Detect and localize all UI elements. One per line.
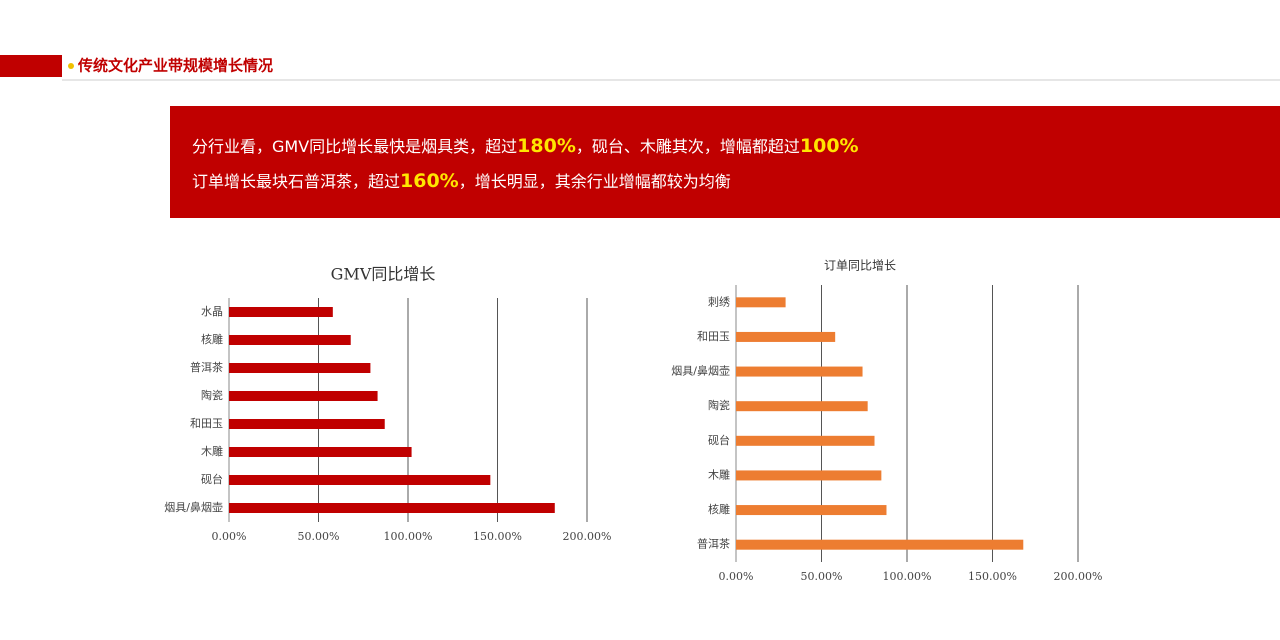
highlight: 160% xyxy=(400,170,459,192)
y-tick-label: 普洱茶 xyxy=(697,537,730,551)
bar xyxy=(229,391,378,401)
y-tick-label: 烟具/鼻烟壶 xyxy=(671,364,730,378)
y-tick-label: 核雕 xyxy=(708,502,730,516)
bar xyxy=(736,401,868,412)
x-tick-label: 0.00% xyxy=(212,530,247,543)
bar xyxy=(229,363,371,373)
bar xyxy=(736,539,1024,550)
x-tick-label: 200.00% xyxy=(1054,570,1103,583)
text: ，增长明显，其余行业增幅都较为均衡 xyxy=(458,172,731,191)
x-tick-label: 150.00% xyxy=(473,530,522,543)
y-tick-label: 砚台 xyxy=(708,433,730,447)
bar xyxy=(736,366,863,377)
chart-title: 订单同比增长 xyxy=(824,259,896,273)
x-tick-label: 100.00% xyxy=(883,570,932,583)
highlight: 100% xyxy=(799,135,859,157)
y-tick-label: 水晶 xyxy=(201,305,223,318)
text: ，砚台、木雕其次，增幅都超过 xyxy=(575,137,800,156)
x-tick-label: 200.00% xyxy=(563,530,612,543)
text: 订单增长最块石普洱茶，超过 xyxy=(192,172,401,191)
y-tick-label: 和田玉 xyxy=(697,330,730,343)
header-dot xyxy=(68,63,74,69)
bar xyxy=(736,331,836,342)
header-bar xyxy=(0,55,62,77)
highlight: 180% xyxy=(517,135,576,157)
y-tick-label: 核雕 xyxy=(201,332,223,346)
bar xyxy=(229,335,351,345)
bar xyxy=(736,435,875,446)
bar xyxy=(229,419,385,429)
bar xyxy=(229,447,412,457)
y-tick-label: 木雕 xyxy=(708,467,730,481)
y-tick-label: 木雕 xyxy=(201,444,223,458)
bar xyxy=(229,307,333,317)
x-tick-label: 150.00% xyxy=(968,570,1017,583)
y-tick-label: 刺绣 xyxy=(708,295,730,308)
y-tick-label: 和田玉 xyxy=(190,417,223,430)
banner-line: 订单增长最块石普洱茶，超过160%，增长明显，其余行业增幅都较为均衡 xyxy=(192,168,731,192)
bar xyxy=(229,475,491,485)
x-tick-label: 0.00% xyxy=(719,570,754,583)
y-tick-label: 陶瓷 xyxy=(201,388,223,402)
text: 分行业看，GMV同比增长最快是烟具类，超过 xyxy=(192,137,518,156)
header-title: 传统文化产业带规模增长情况 xyxy=(77,57,273,75)
chart-title: GMV同比增长 xyxy=(331,265,436,284)
bar xyxy=(736,470,882,481)
x-tick-label: 50.00% xyxy=(298,530,340,543)
banner xyxy=(170,106,1280,218)
y-tick-label: 砚台 xyxy=(201,472,223,486)
x-tick-label: 50.00% xyxy=(801,570,843,583)
y-tick-label: 陶瓷 xyxy=(708,398,730,412)
banner-line: 分行业看，GMV同比增长最快是烟具类，超过180%，砚台、木雕其次，增幅都超过1… xyxy=(192,133,859,157)
y-tick-label: 烟具/鼻烟壶 xyxy=(164,500,223,514)
bar xyxy=(736,505,887,516)
bar xyxy=(229,503,555,513)
bar xyxy=(736,297,786,308)
y-tick-label: 普洱茶 xyxy=(190,360,223,374)
x-tick-label: 100.00% xyxy=(384,530,433,543)
